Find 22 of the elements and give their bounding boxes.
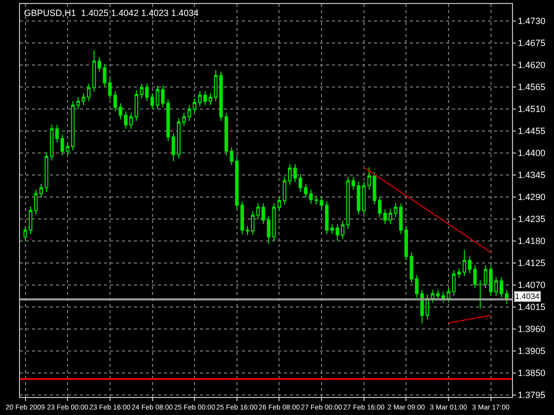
y-tick-label: 1.4675 (518, 38, 546, 48)
y-tick-label: 1.4510 (518, 104, 546, 114)
text: GBPUSD,H1 1.4025 1.4042 1.4023 1.4034 (24, 8, 199, 18)
y-tick-label: 1.4455 (518, 126, 546, 136)
y-tick-label: 1.3905 (518, 346, 546, 356)
ref-line-label: 1.4034 (515, 292, 540, 301)
y-tick-label: 1.3850 (518, 368, 546, 378)
y-tick-label: 1.4620 (518, 60, 546, 70)
y-tick-label: 1.4400 (518, 148, 546, 158)
y-tick-label: 1.4345 (518, 170, 546, 180)
candlestick (23, 226, 28, 242)
y-tick-label: 1.4565 (518, 82, 546, 92)
y-tick-label: 1.4070 (518, 280, 546, 290)
y-tick-label: 1.3960 (518, 324, 546, 334)
y-tick-label: 1.4290 (518, 192, 546, 202)
y-tick-label: 1.4015 (518, 302, 546, 312)
y-tick-label: 1.4235 (518, 214, 546, 224)
y-tick-label: 1.4730 (518, 16, 546, 26)
y-tick-label: 1.4125 (518, 258, 546, 268)
y-tick-label: 1.4180 (518, 236, 546, 246)
candlestick (478, 280, 482, 310)
y-tick-label: 1.3795 (518, 390, 546, 400)
